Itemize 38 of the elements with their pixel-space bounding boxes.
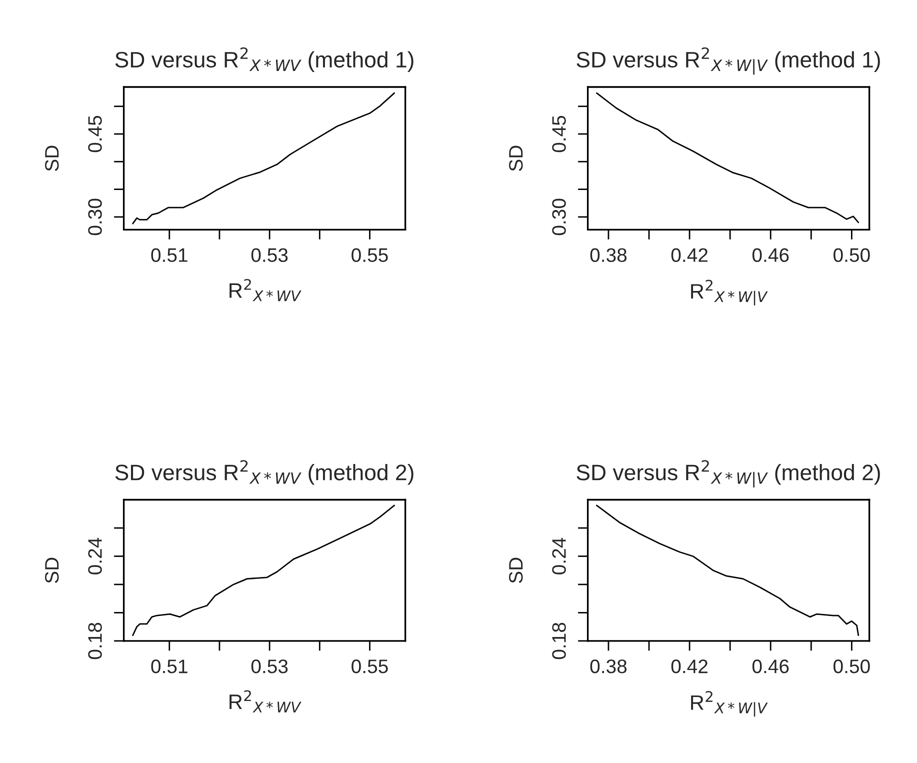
line-series xyxy=(596,504,860,636)
y-tick-label: 0.24 xyxy=(552,538,566,574)
line-series xyxy=(132,92,395,224)
y-tick-label: 0.45 xyxy=(552,116,566,152)
x-tick-label: 0.51 xyxy=(151,248,188,262)
x-tick-label: 0.42 xyxy=(671,248,708,262)
y-tick-label: 0.30 xyxy=(88,198,102,236)
x-tick-label: 0.51 xyxy=(151,659,188,674)
chart-title: SD versus R$^{2}$$_{X*W|V}$ (method 2) xyxy=(576,460,880,488)
x-tick-label: 0.50 xyxy=(834,659,870,674)
x-tick-label: 0.53 xyxy=(251,248,288,262)
x-tick-label: 0.55 xyxy=(352,248,388,262)
line-series xyxy=(596,92,860,224)
x-axis-title: R$^{2}$$_{X*WV}$ xyxy=(230,690,302,712)
x-axis-title: R$^{2}$$_{X*W|V}$ xyxy=(691,690,768,717)
line-series xyxy=(132,504,395,636)
y-tick-label: 0.45 xyxy=(88,116,102,152)
x-tick-label: 0.42 xyxy=(671,659,708,674)
y-axis-title: SD xyxy=(509,146,523,171)
y-tick-label: 0.30 xyxy=(552,198,566,236)
x-tick-label: 0.38 xyxy=(590,659,627,674)
x-tick-label: 0.38 xyxy=(590,248,627,262)
chart-title: SD versus R$^{2}$$_{X*WV}$ (method 1) xyxy=(115,47,414,72)
x-tick-label: 0.53 xyxy=(251,659,288,674)
y-tick-label: 0.18 xyxy=(552,622,566,660)
y-axis-title: SD xyxy=(45,146,59,171)
x-axis-title: R$^{2}$$_{X*WV}$ xyxy=(230,278,302,302)
x-tick-label: 0.46 xyxy=(752,248,789,262)
chart-title: SD versus R$^{2}$$_{X*WV}$ (method 2) xyxy=(115,460,414,485)
y-axis-title: SD xyxy=(45,558,59,583)
y-axis-title: SD xyxy=(509,558,523,583)
x-tick-label: 0.55 xyxy=(352,659,388,674)
chart-title: SD versus R$^{2}$$_{X*W|V}$ (method 1) xyxy=(576,47,880,75)
x-tick-label: 0.46 xyxy=(752,659,789,674)
y-tick-label: 0.18 xyxy=(88,622,102,660)
x-axis-title: R$^{2}$$_{X*W|V}$ xyxy=(691,280,768,306)
y-tick-label: 0.24 xyxy=(88,538,102,574)
x-tick-label: 0.50 xyxy=(834,248,870,262)
